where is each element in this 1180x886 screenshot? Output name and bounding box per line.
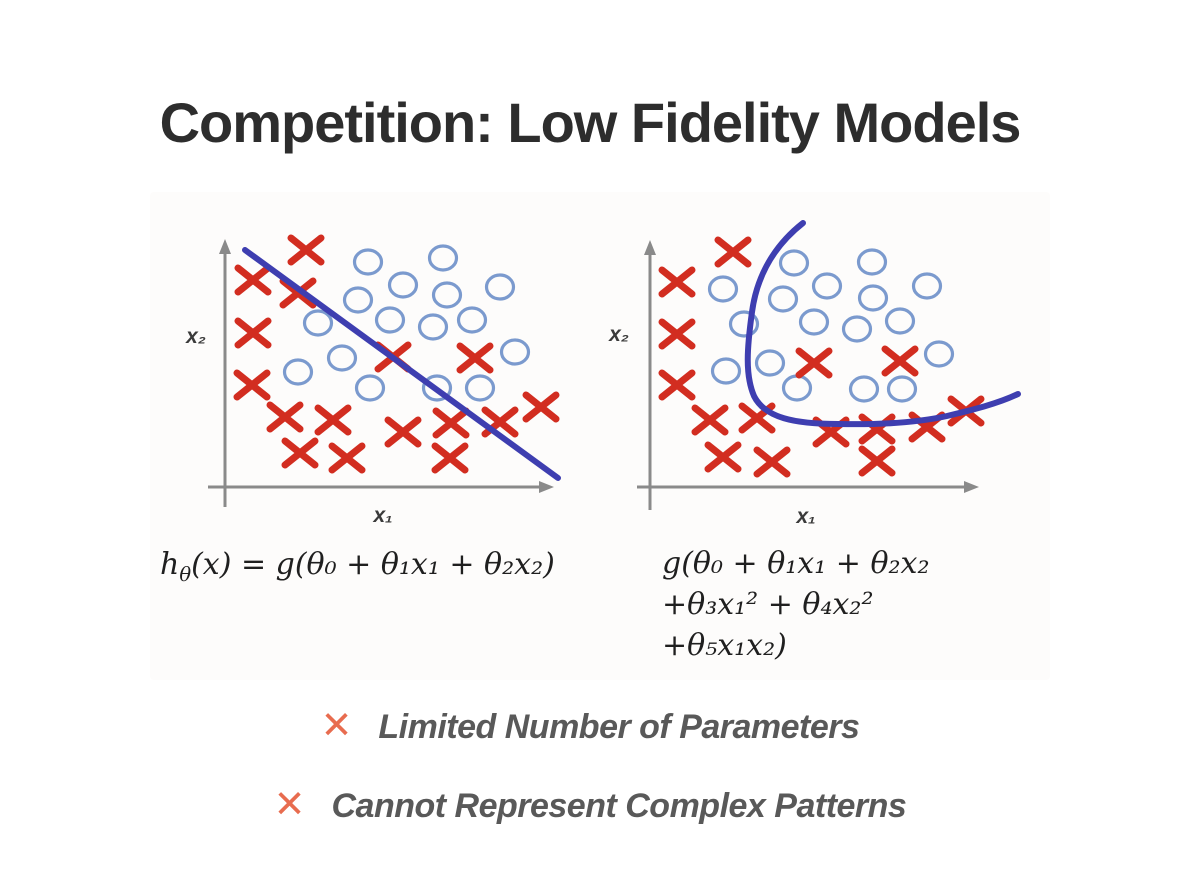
x-axis-label: x₁ [372,504,392,527]
o-mark [282,358,314,386]
x-mark [314,404,352,436]
o-mark [710,357,742,385]
o-mark [352,248,384,276]
x-mark [281,437,319,469]
scatter-plot-curved-boundary: x₂ x₁ [608,220,1021,528]
o-mark [484,273,516,301]
o-mark [421,374,453,402]
bullet-limited-parameters: ✕ Limited Number of Parameters [0,701,1180,753]
formula-line-2: +θ₃x₁² + θ₄x₂² [662,587,874,622]
o-mark [911,272,943,300]
bullet-text: Limited Number of Parameters [378,707,860,746]
y-axis-arrow [219,239,231,254]
x-mark [658,369,696,401]
o-mark [417,313,449,341]
x-mark [795,347,833,379]
scatter-plot-linear-boundary: x₂ x₁ [185,234,561,527]
o-mark [326,344,358,372]
decision-boundary [744,220,1021,428]
x-mark [691,404,729,436]
formula-rest: (x) = g(θ₀ + θ₁x₁ + θ₂x₂) [191,547,555,582]
o-mark [848,375,880,403]
x-axis-arrow [964,481,979,493]
y-axis-label: x₂ [185,325,206,348]
x-mark [287,234,325,266]
o-mark [728,310,760,338]
x-mark [704,441,742,473]
bullet-text: Cannot Represent Complex Patterns [331,786,907,825]
o-mark [754,349,786,377]
o-mark [884,307,916,335]
o-mark [354,374,386,402]
o-mark [707,275,739,303]
slide-title: Competition: Low Fidelity Models [159,91,1022,154]
x-mark [431,442,469,474]
formula-linear-hypothesis: hθ(x) = g(θ₀ + θ₁x₁ + θ₂x₂) [160,545,555,595]
x-mark [858,445,896,477]
o-mark [427,244,459,272]
x-mark [234,264,272,296]
formula-h: h [160,547,180,582]
figure-background [150,192,1050,680]
o-mark [886,375,918,403]
o-mark [767,285,799,313]
y-axis-label: x₂ [608,323,629,346]
x-mark [384,416,422,448]
red-x-icon: ✕ [273,784,306,826]
decision-boundary [242,247,561,481]
formula-line-1: g(θ₀ + θ₁x₁ + θ₂x₂ [662,546,930,581]
formula-h-subscript: θ [179,563,192,586]
x-mark [432,407,470,439]
o-mark [857,284,889,312]
bullet-complex-patterns: ✕ Cannot Represent Complex Patterns [0,780,1180,832]
x-mark [658,266,696,298]
x-mark [714,236,752,268]
x-mark [234,317,272,349]
o-mark [456,306,488,334]
o-mark [387,271,419,299]
o-mark [464,374,496,402]
x-mark [753,446,791,478]
y-axis-arrow [644,240,656,255]
red-x-icon: ✕ [320,705,353,747]
o-mark [342,286,374,314]
formula-line-3: +θ₅x₁x₂) [662,628,787,663]
o-mark [431,281,463,309]
x-axis-arrow [539,481,554,493]
o-mark [499,338,531,366]
o-mark [856,248,888,276]
x-mark [658,318,696,350]
o-mark [811,272,843,300]
o-mark [302,309,334,337]
o-mark [778,249,810,277]
o-mark [374,306,406,334]
x-mark [456,342,494,374]
o-mark [841,315,873,343]
o-mark [798,308,830,336]
formula-quadratic-hypothesis: g(θ₀ + θ₁x₁ + θ₂x₂ +θ₃x₁² + θ₄x₂² +θ₅x₁x… [662,543,929,666]
x-mark [328,442,366,474]
o-mark [923,340,955,368]
x-mark [233,369,271,401]
x-mark [522,391,560,423]
x-mark [266,401,304,433]
x-axis-label: x₁ [795,505,815,528]
o-mark [781,374,813,402]
x-mark [881,345,919,377]
